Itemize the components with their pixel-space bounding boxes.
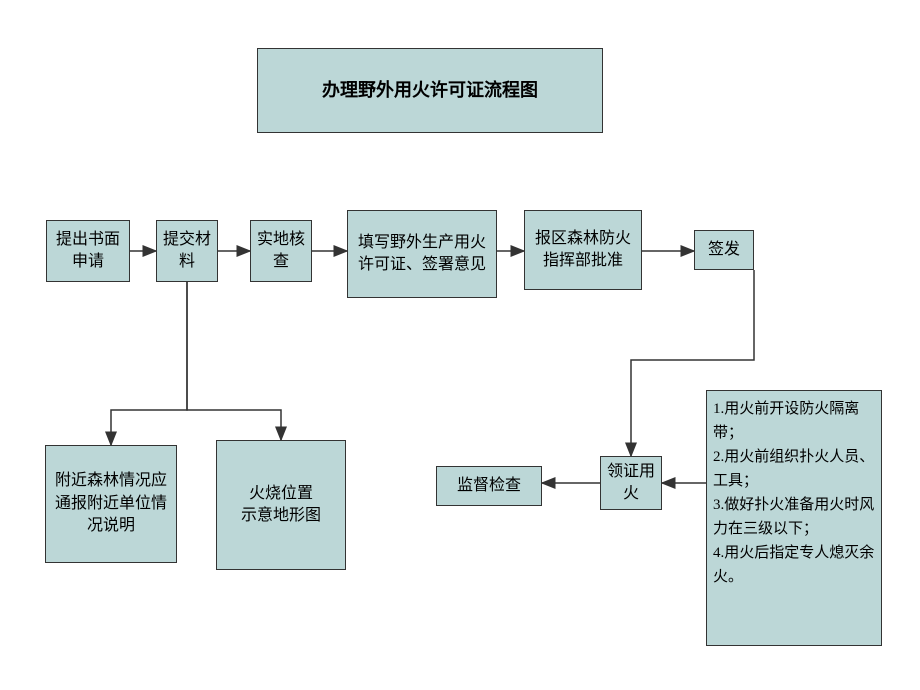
node-n6-label: 签发 (708, 239, 740, 261)
node-notes: 1.用火前开设防火隔离带； 2.用火前组织扑火人员、工具； 3.做好扑火准备用火… (706, 390, 882, 646)
node-n3-label: 实地核查 (257, 229, 305, 274)
node-n8: 监督检查 (436, 466, 542, 506)
node-n7: 领证用火 (600, 456, 662, 510)
node-title: 办理野外用火许可证流程图 (257, 48, 603, 133)
node-b1: 附近森林情况应通报附近单位情况说明 (45, 445, 177, 563)
node-notes-label: 1.用火前开设防火隔离带； 2.用火前组织扑火人员、工具； 3.做好扑火准备用火… (713, 397, 875, 589)
node-n8-label: 监督检查 (457, 475, 521, 497)
node-n1: 提出书面申请 (46, 220, 130, 282)
node-n5-label: 报区森林防火指挥部批准 (531, 228, 635, 273)
node-n4-label: 填写野外生产用火许可证、签署意见 (354, 232, 490, 277)
node-n1-label: 提出书面申请 (53, 229, 123, 274)
node-n4: 填写野外生产用火许可证、签署意见 (347, 210, 497, 298)
edge-n2-b2 (187, 282, 281, 440)
node-n2-label: 提交材料 (163, 229, 211, 274)
node-title-label: 办理野外用火许可证流程图 (322, 78, 538, 103)
edge-n2-b1 (111, 282, 187, 445)
node-n6: 签发 (694, 230, 754, 270)
node-n3: 实地核查 (250, 220, 312, 282)
node-b1-label: 附近森林情况应通报附近单位情况说明 (52, 470, 170, 537)
node-n2: 提交材料 (156, 220, 218, 282)
node-n5: 报区森林防火指挥部批准 (524, 210, 642, 290)
node-n7-label: 领证用火 (607, 461, 655, 506)
node-b2-label: 火烧位置 示意地形图 (241, 483, 321, 528)
node-b2: 火烧位置 示意地形图 (216, 440, 346, 570)
